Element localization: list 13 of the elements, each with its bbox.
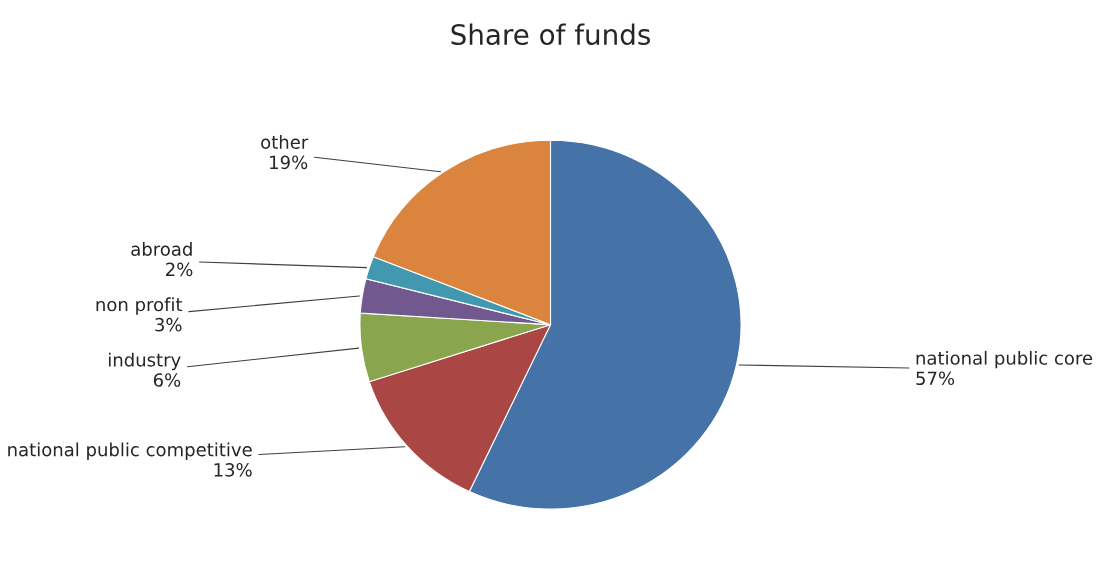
data-label: 19% [270, 155, 308, 170]
chart-title: Share of funds [451, 23, 650, 46]
slice-label: industry [108, 352, 181, 371]
slice-label: abroad [131, 241, 192, 256]
data-label: 6% [153, 373, 181, 387]
slice-label: national public core [916, 350, 1093, 369]
data-label: 13% [214, 462, 252, 477]
data-label: 2% [166, 262, 193, 277]
slice-label: other [261, 134, 309, 149]
slice-label: national public competitive [8, 442, 252, 460]
data-label: 3% [155, 317, 182, 332]
slice-label: non profit [96, 297, 183, 315]
data-label: 57% [916, 371, 955, 386]
